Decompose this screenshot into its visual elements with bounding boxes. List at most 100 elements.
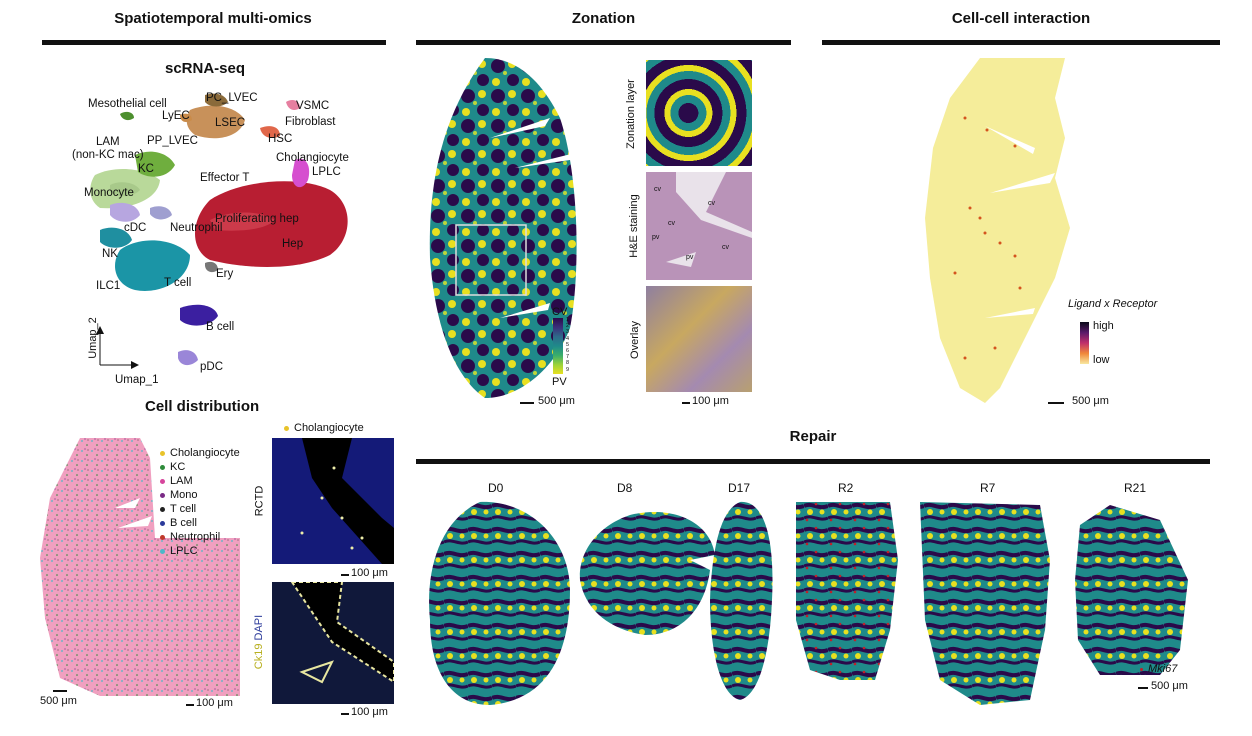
cd-legend-cholangiocyte: Cholangiocyte (160, 447, 240, 459)
umap-cluster-cdc (110, 202, 140, 222)
umap-cluster-ery (205, 261, 218, 273)
umap-title: scRNA-seq (165, 60, 246, 77)
interaction-high: high (1093, 320, 1114, 332)
he-mark-2: cv (708, 200, 715, 207)
he-mark-4: pv (652, 234, 660, 241)
repair-label-d0: D0 (488, 481, 504, 495)
rctd-legend: Cholangiocyte (284, 422, 364, 434)
repair-scalebar (1138, 687, 1148, 689)
interaction-low: low (1093, 354, 1110, 366)
cd-scale-inset: 100 μm (196, 697, 233, 709)
umap-label-lyec: LyEC (162, 110, 190, 122)
cd-legend-t-cell: T cell (160, 503, 196, 515)
he-mark-6: pv (686, 254, 694, 261)
section-title-zonation: Zonation (571, 10, 636, 27)
umap-x-arrow (131, 361, 139, 369)
umap-cluster-nk (100, 227, 132, 248)
zonation-layer-label: Zonation layer (624, 79, 637, 149)
umap-label-vsmc: VSMC (296, 100, 330, 112)
zonation-inset-box (455, 224, 527, 296)
ck19-dapi-label: Ck19 DAPI (253, 615, 265, 669)
interaction-tissue (925, 58, 1070, 403)
zonation-panel-scalebar (682, 402, 690, 404)
umap-label-cholangiocyte: Cholangiocyte (276, 152, 349, 164)
umap-y-label: Umap_2 (86, 317, 99, 359)
umap-cluster-lsec (186, 105, 245, 139)
zonation-panel-scale: 100 μm (692, 395, 729, 407)
repair-tissues (429, 501, 1188, 705)
umap-cluster-pdc (178, 350, 198, 366)
rctd-scale: 100 μm (351, 567, 388, 579)
umap-label-ilc1: ILC1 (96, 280, 121, 292)
repair-tissue-d17 (710, 501, 773, 700)
repair-label-r21: R21 (1124, 481, 1147, 495)
umap-label-monocyte: Monocyte (84, 187, 134, 199)
ck19-label: Ck19 (253, 643, 266, 670)
umap-cluster-neutrophil (150, 206, 172, 220)
section-rule-zonation (416, 40, 791, 45)
repair-label-d8: D8 (617, 481, 633, 495)
umap-cluster-lam (110, 182, 140, 197)
umap-cluster-lyec (180, 113, 192, 123)
cell-distribution-map (40, 438, 240, 696)
cd-scale-500: 500 μm (40, 695, 77, 707)
umap-cluster-t-cell (115, 240, 190, 291)
umap-cluster-pc-lvec (205, 93, 228, 107)
cd-scalebar-inset (186, 704, 194, 706)
interaction-colorbar (1080, 322, 1089, 364)
cell-distribution-title: Cell distribution (145, 398, 260, 415)
ck19-scale: 100 μm (351, 706, 388, 718)
umap-label-ery: Ery (216, 268, 234, 280)
umap-label-pc-lvec: PC_LVEC (206, 92, 258, 104)
rctd-panel (272, 438, 394, 564)
zonation-cv-label: CV (552, 306, 568, 318)
he-label: H&E staining (627, 194, 640, 258)
repair-label-d17: D17 (728, 481, 751, 495)
umap-label-pp-lvec: PP_LVEC (147, 135, 198, 147)
interaction-scale: 500 μm (1072, 395, 1109, 407)
umap-cluster-b-cell (180, 304, 218, 326)
umap-x-label: Umap_1 (115, 374, 159, 386)
umap-cluster-kc (135, 151, 175, 177)
umap-label-lplc: LPLC (312, 166, 341, 178)
umap-label-t-cell: T cell (164, 277, 192, 289)
zonation-pv-label: PV (552, 376, 567, 388)
section-title-interaction: Cell-cell interaction (951, 10, 1091, 27)
umap-label-mesothelial: Mesothelial cell (88, 98, 167, 110)
umap-cluster-hep (195, 181, 348, 267)
interaction-scalebar (1048, 402, 1064, 404)
zonation-main-scalebar (520, 402, 534, 404)
section-title-multiomics: Spatiotemporal multi-omics (114, 10, 312, 27)
umap-cluster-mesothelial (120, 111, 134, 121)
umap-label-hsc: HSC (268, 133, 293, 145)
section-rule-multiomics (42, 40, 386, 45)
umap-label-nk: NK (102, 248, 118, 260)
cd-scalebar-500 (53, 690, 67, 692)
cd-legend-kc: KC (160, 461, 185, 473)
he-mark-3: cv (668, 220, 675, 227)
interaction-legend-title: Ligand x Receptor (1068, 298, 1158, 310)
cd-legend-neutrophil: Neutrophil (160, 531, 220, 543)
repair-label-r7: R7 (980, 481, 996, 495)
umap-cluster-vsmc (286, 100, 300, 110)
repair-scale: 500 μm (1151, 680, 1188, 692)
repair-tissue-d8 (579, 511, 715, 635)
umap-cluster-cholangiocyte (292, 158, 310, 188)
umap-y-arrow (96, 326, 104, 334)
zonation-tissue (429, 58, 577, 398)
cd-legend-lplc: LPLC (160, 545, 198, 557)
umap-plot (90, 93, 348, 369)
repair-label-r2: R2 (838, 481, 854, 495)
umap-label-kc: KC (138, 163, 154, 175)
overlay-label: Overlay (628, 321, 641, 359)
cd-legend-lam: LAM (160, 475, 193, 487)
overlay-panel (646, 286, 752, 392)
cd-legend-mono: Mono (160, 489, 198, 501)
umap-cluster-fibroblast (260, 126, 280, 138)
repair-tissue-d0 (429, 501, 570, 705)
zonation-colorbar (553, 318, 563, 374)
repair-tissue-r2 (796, 502, 898, 680)
zonation-main-scale: 500 μm (538, 395, 575, 407)
umap-label-fibroblast: Fibroblast (285, 116, 336, 128)
